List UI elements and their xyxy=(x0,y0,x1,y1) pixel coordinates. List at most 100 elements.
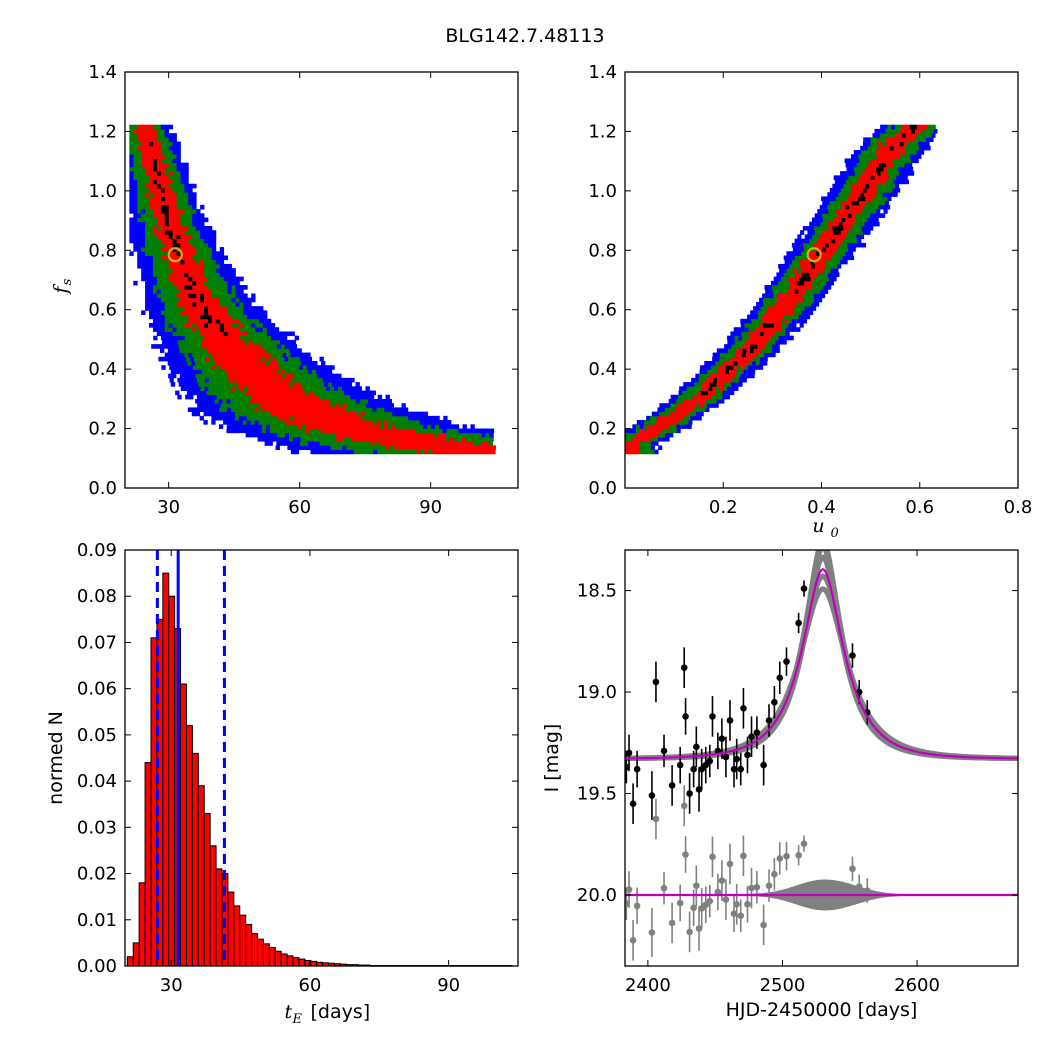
p2-cell xyxy=(850,225,855,231)
p1-cell xyxy=(172,217,177,223)
p1-cell xyxy=(379,398,385,404)
p2-cell xyxy=(866,175,871,180)
p1-cell xyxy=(219,251,225,256)
p1-cell xyxy=(192,297,197,303)
p2-cell xyxy=(786,306,791,311)
p2-cell xyxy=(665,428,670,434)
p1-cell xyxy=(235,293,240,299)
p1-cell xyxy=(207,310,213,315)
p1-cell xyxy=(156,154,162,159)
p1-cell xyxy=(176,158,181,164)
p2-cell xyxy=(907,137,912,142)
p1-cell xyxy=(164,209,170,214)
p1-cell xyxy=(382,441,387,446)
p2-cell xyxy=(692,394,697,400)
p1-cell xyxy=(137,204,142,210)
p2-cell xyxy=(869,225,874,231)
p2-cell xyxy=(829,230,834,235)
p2-cell xyxy=(865,171,870,176)
p1-cell xyxy=(200,335,205,341)
p1-cell xyxy=(472,441,478,446)
p1-cell xyxy=(172,306,177,311)
p1-cell xyxy=(160,179,166,185)
p1-cell xyxy=(307,445,312,451)
p2-cell xyxy=(755,318,760,324)
p2-cell xyxy=(814,213,819,218)
p1-cell xyxy=(133,171,138,176)
p2-cell xyxy=(828,242,833,248)
p1-cell xyxy=(362,403,367,408)
p1-cell xyxy=(218,390,223,396)
p1-cell xyxy=(156,318,162,324)
p1-cell xyxy=(223,268,229,273)
p3-bar xyxy=(215,868,223,967)
p1-cell xyxy=(276,339,281,345)
p1-cell xyxy=(197,403,202,408)
p1-cell xyxy=(196,306,201,311)
p1-cell xyxy=(424,449,429,455)
p1-cell xyxy=(263,365,268,370)
p1-cell xyxy=(185,339,190,345)
p4-residual-point xyxy=(668,919,676,927)
p1-cell xyxy=(270,323,276,328)
p1-cell xyxy=(223,276,229,282)
p2-cell xyxy=(650,428,655,434)
p1-cell xyxy=(283,403,288,408)
p1-cell xyxy=(247,310,252,315)
p1-cell xyxy=(180,204,185,210)
p2-cell xyxy=(903,128,909,134)
p1-cell xyxy=(149,150,154,155)
p1-cell xyxy=(207,272,213,278)
p1-cell xyxy=(231,411,236,417)
p1-cell xyxy=(426,436,431,442)
p2-cell xyxy=(650,449,655,455)
p1-cell xyxy=(491,445,497,451)
p1-cell xyxy=(282,411,287,417)
p2-cell xyxy=(777,318,782,324)
p2-cell xyxy=(738,348,744,353)
p1-cell xyxy=(299,377,304,383)
p1-cell xyxy=(407,420,413,425)
p1-cell xyxy=(200,297,205,303)
p2-cell xyxy=(686,415,691,421)
p1-cell xyxy=(232,377,237,383)
p2-cell xyxy=(681,403,686,408)
p1-cell xyxy=(168,280,173,286)
p1-cell xyxy=(178,382,184,387)
p1-cell xyxy=(172,200,177,206)
p2-cell xyxy=(760,356,765,362)
p2-cell xyxy=(778,263,783,269)
p2-cell xyxy=(809,272,814,278)
p1-cell xyxy=(235,314,240,320)
p1-cell xyxy=(324,428,330,434)
p1-cell xyxy=(129,137,134,142)
p1-cell xyxy=(220,386,225,391)
p1-cell xyxy=(168,150,173,155)
p1-cell xyxy=(149,263,154,269)
p1-cell xyxy=(145,188,150,193)
p1-cell xyxy=(168,141,173,147)
p1-cell xyxy=(196,242,201,248)
p1-cell xyxy=(156,323,162,328)
p1-cell xyxy=(371,432,376,438)
p2-cell xyxy=(839,196,844,202)
p1-cell xyxy=(152,213,158,218)
p3-bar xyxy=(245,923,253,967)
p2-cell xyxy=(742,348,747,353)
p1-cell xyxy=(293,390,298,396)
p1-cell xyxy=(196,289,201,294)
p2-cell xyxy=(756,339,761,345)
p1-cell xyxy=(261,344,266,349)
p2-cell xyxy=(750,314,755,320)
p1-cell xyxy=(137,154,142,159)
p1-cell xyxy=(196,314,201,320)
p1-cell xyxy=(223,314,229,320)
p1-cell xyxy=(403,424,408,429)
p1-cell xyxy=(240,403,245,408)
p2-cell xyxy=(825,259,830,265)
p1-cell xyxy=(137,150,142,155)
p1-cell xyxy=(331,441,336,446)
p2-cell xyxy=(850,183,855,189)
p1-cell xyxy=(164,124,170,130)
p1-cell xyxy=(301,398,306,404)
